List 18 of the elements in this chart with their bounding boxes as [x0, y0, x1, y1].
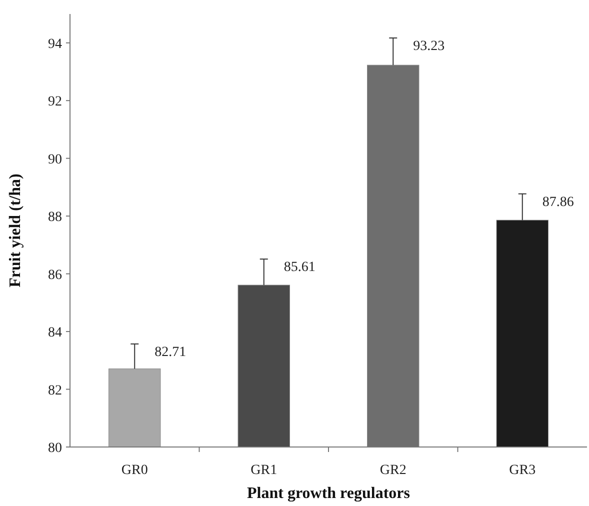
y-tick-label: 84	[48, 326, 62, 341]
y-tick-label: 82	[48, 383, 62, 398]
x-tick-label: GR2	[380, 463, 406, 478]
y-tick-label: 80	[48, 441, 62, 456]
y-tick-label: 92	[48, 94, 62, 110]
y-tick-label: 90	[48, 152, 62, 168]
x-tick-label: GR0	[121, 463, 148, 478]
x-axis-title: Plant growth regulators	[247, 485, 410, 502]
data-label: 87.86	[542, 194, 574, 210]
data-label: 93.23	[413, 38, 445, 54]
y-axis-title: Fruit yield (t/ha)	[7, 174, 24, 288]
y-tick-label: 94	[48, 36, 62, 52]
y-tick-label: 88	[48, 210, 62, 226]
y-tick-label: 86	[48, 268, 62, 283]
data-label: 85.61	[284, 260, 316, 276]
x-tick-label: GR3	[509, 463, 536, 478]
x-tick-label: GR1	[250, 463, 278, 478]
data-label: 82.71	[154, 344, 186, 360]
